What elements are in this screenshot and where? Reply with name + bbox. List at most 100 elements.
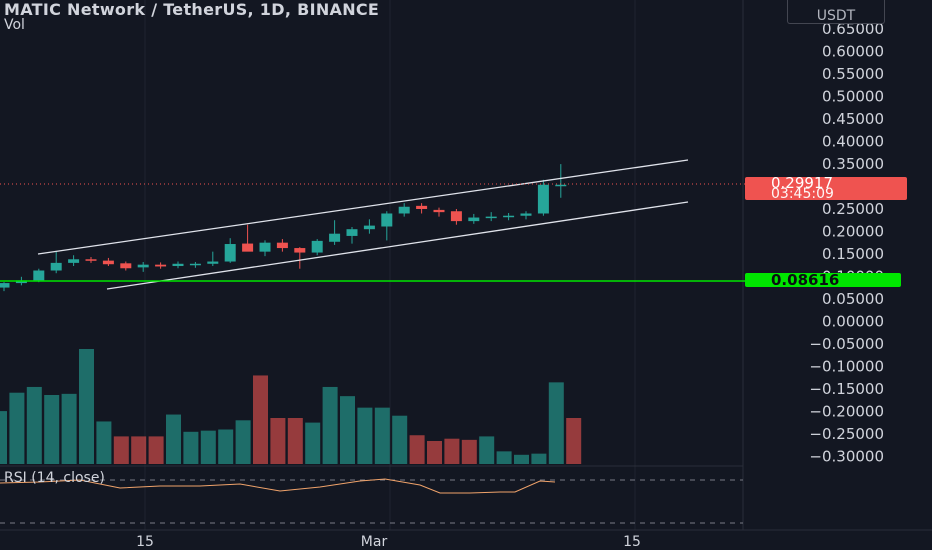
price-axis-tick-label: −0.30000 <box>809 448 884 466</box>
candle-body <box>416 205 428 209</box>
candle-body <box>329 233 341 242</box>
volume-legend[interactable]: Vol <box>4 17 25 33</box>
volume-bar <box>357 407 373 464</box>
price-axis-tick-label: −0.20000 <box>809 403 884 421</box>
candle-body <box>520 213 532 216</box>
volume-bar <box>374 407 390 464</box>
volume-bar <box>235 420 251 464</box>
candle-body <box>381 213 393 227</box>
price-axis-tick-label: 0.25000 <box>822 200 884 218</box>
candle-body <box>450 211 462 222</box>
currency-button[interactable]: USDT <box>787 0 885 24</box>
volume-bar <box>340 396 355 464</box>
candle-body <box>503 215 515 218</box>
volume-bar <box>548 382 564 464</box>
candle-body <box>468 217 480 222</box>
channel-upper-line <box>37 159 689 255</box>
candle-body <box>537 184 549 214</box>
volume-bar <box>409 435 425 464</box>
volume-bar <box>131 436 147 464</box>
price-axis-tick-label: −0.10000 <box>809 358 884 376</box>
candle-body <box>50 262 62 271</box>
candle-body <box>294 248 306 253</box>
volume-bar <box>444 438 460 464</box>
candle-body <box>102 260 114 265</box>
price-axis-tick-label: 0.35000 <box>822 155 884 173</box>
chart-header: MATIC Network / TetherUS, 1D, BINANCE Vo… <box>4 0 379 33</box>
candle-body <box>433 209 445 213</box>
candle-body <box>363 225 375 230</box>
price-axis-tick-label: 0.65000 <box>822 20 884 38</box>
candle-body <box>555 184 567 187</box>
price-axis-tick-label: 0.55000 <box>822 65 884 83</box>
price-axis-tick-label: 0.45000 <box>822 110 884 128</box>
volume-bar <box>514 454 529 464</box>
horizontal-line-price-tag: 0.08616 <box>745 271 901 289</box>
currency-label: USDT <box>816 8 856 24</box>
volume-bar <box>96 421 112 464</box>
price-axis-tick-label: −0.05000 <box>809 335 884 353</box>
volume-bar <box>496 451 512 464</box>
volume-bar <box>61 393 77 464</box>
candle-body <box>68 259 80 263</box>
time-axis-label: 15 <box>136 534 154 550</box>
volume-bar <box>479 436 495 464</box>
volume-bar <box>148 436 164 464</box>
price-axis-tick-label: 0.40000 <box>822 133 884 151</box>
volume-bar <box>26 386 42 464</box>
volume-bar <box>44 395 60 464</box>
last-price-value: 0.29917 <box>771 174 834 192</box>
candle-body <box>155 264 167 267</box>
volume-bar <box>113 436 129 464</box>
candle-body <box>242 243 254 252</box>
candle-body <box>207 261 219 264</box>
price-axis-tick-label: 0.60000 <box>822 43 884 61</box>
price-axis-tick-label: 0.20000 <box>822 223 884 241</box>
volume-bar <box>9 392 25 464</box>
candle-body <box>33 270 45 281</box>
volume-bar <box>0 411 7 464</box>
candle-body <box>276 242 288 249</box>
price-axis-tick-label: 0.15000 <box>822 245 884 263</box>
candle-body <box>311 240 323 253</box>
time-axis-label: Mar <box>361 534 388 550</box>
candle-body <box>485 216 497 219</box>
channel-lower-line <box>106 201 689 290</box>
price-axis-tick-label: 0.05000 <box>822 290 884 308</box>
volume-bar <box>566 418 582 464</box>
volume-bar <box>200 430 216 464</box>
volume-bar <box>287 418 303 464</box>
volume-bar <box>270 418 286 464</box>
bar-countdown: 03:45:09 <box>771 186 834 202</box>
rsi-legend[interactable]: RSI (14, close) <box>4 470 105 486</box>
last-price-tag: 0.29917 03:45:09 <box>745 174 907 202</box>
candle-body <box>346 229 358 236</box>
price-axis-tick-label: 0.00000 <box>822 313 884 331</box>
candle-body <box>189 263 201 266</box>
candle-body <box>120 263 132 269</box>
volume-bar <box>392 415 408 464</box>
volume-bar <box>322 386 338 464</box>
candle-body <box>0 283 10 288</box>
candle-body <box>224 244 236 262</box>
volume-bar <box>461 439 477 464</box>
candle-body <box>259 242 271 252</box>
candle-body <box>398 206 410 214</box>
volume-bar <box>166 414 181 464</box>
volume-bar <box>79 349 94 464</box>
time-axis-label: 15 <box>623 534 641 550</box>
volume-bar <box>305 422 321 464</box>
candle-body <box>85 259 97 261</box>
volume-bar <box>427 441 442 464</box>
volume-bar <box>183 431 199 464</box>
rsi-line <box>0 478 556 494</box>
price-axis-tick-label: −0.25000 <box>809 425 884 443</box>
candle-body <box>137 264 149 268</box>
volume-bar <box>218 429 234 464</box>
horizontal-line-value: 0.08616 <box>771 271 840 289</box>
price-axis-tick-label: −0.15000 <box>809 380 884 398</box>
volume-bar <box>253 375 268 464</box>
candle-body <box>172 263 184 267</box>
symbol-title[interactable]: MATIC Network / TetherUS, 1D, BINANCE <box>4 0 380 19</box>
